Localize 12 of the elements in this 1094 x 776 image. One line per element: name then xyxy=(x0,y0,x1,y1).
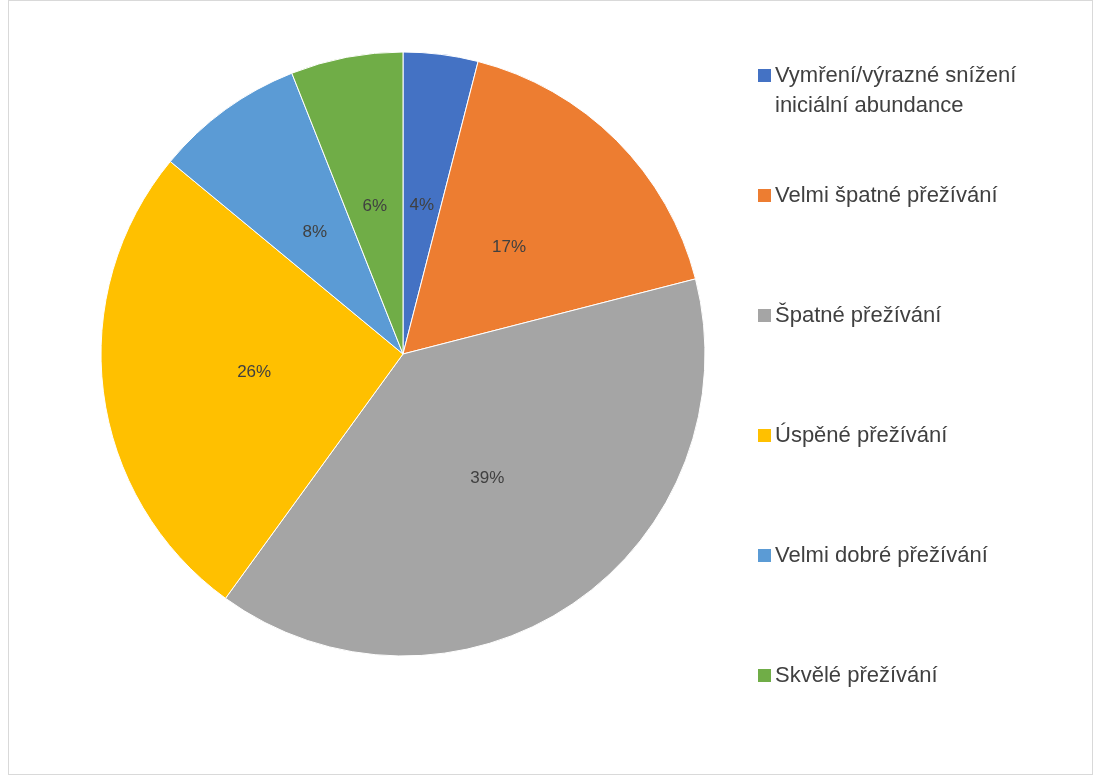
legend-label: Špatné přežívání xyxy=(775,301,942,327)
data-label: 8% xyxy=(302,222,328,242)
data-label: 39% xyxy=(470,467,505,487)
legend-label: Skvělé přežívání xyxy=(775,661,938,687)
data-label: 4% xyxy=(409,194,435,214)
legend-label: Velmi dobré přežívání xyxy=(775,541,988,567)
legend-label: Úspěné přežívání xyxy=(775,421,948,447)
data-label: 6% xyxy=(362,196,388,216)
data-label: 17% xyxy=(492,237,527,257)
legend-label: Vymření/výrazné snížení iniciální abundance xyxy=(775,61,1017,117)
legend-label: Velmi špatné přežívání xyxy=(775,181,998,207)
data-label: 26% xyxy=(237,362,272,382)
